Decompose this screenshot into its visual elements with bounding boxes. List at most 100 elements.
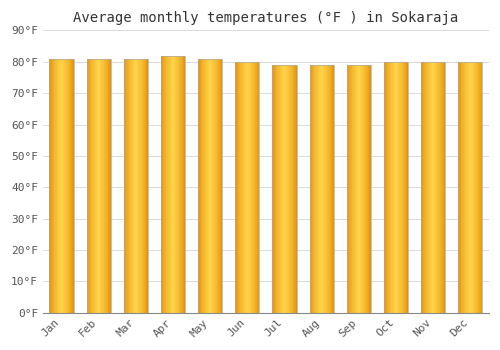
Bar (93, 59, 94, 313)
Bar (424, 62, 425, 313)
Bar (387, 62, 388, 313)
Bar (215, 59, 216, 313)
Bar (246, 62, 248, 313)
Bar (248, 62, 249, 313)
Bar (318, 65, 320, 313)
Bar (70, 59, 71, 313)
Bar (109, 59, 110, 313)
Bar (435, 62, 436, 313)
Bar (208, 59, 210, 313)
Bar (313, 65, 314, 313)
Bar (144, 59, 146, 313)
Bar (130, 59, 131, 313)
Bar (68, 59, 69, 313)
Bar (210, 59, 211, 313)
Bar (237, 62, 238, 313)
Bar (370, 65, 371, 313)
Bar (384, 62, 386, 313)
Bar (460, 62, 462, 313)
Bar (478, 62, 479, 313)
Bar (440, 62, 441, 313)
Bar (238, 62, 240, 313)
Bar (169, 56, 170, 313)
Bar (358, 65, 359, 313)
Bar (390, 62, 391, 313)
Bar (128, 59, 130, 313)
Bar (426, 62, 428, 313)
Bar (286, 65, 287, 313)
Bar (360, 65, 361, 313)
Bar (284, 65, 286, 313)
Bar (394, 62, 395, 313)
Bar (291, 65, 292, 313)
Bar (347, 65, 348, 313)
Bar (198, 59, 199, 313)
Bar (283, 65, 284, 313)
Bar (295, 65, 296, 313)
Bar (139, 59, 140, 313)
Bar (280, 65, 281, 313)
Bar (317, 65, 318, 313)
Bar (104, 59, 105, 313)
Bar (166, 56, 168, 313)
Bar (480, 62, 481, 313)
Bar (107, 59, 108, 313)
Bar (384, 62, 408, 313)
Bar (397, 62, 398, 313)
Bar (310, 65, 334, 313)
Bar (257, 62, 258, 313)
Bar (59, 59, 60, 313)
Bar (474, 62, 475, 313)
Bar (433, 62, 434, 313)
Bar (207, 59, 208, 313)
Bar (241, 62, 242, 313)
Bar (274, 65, 275, 313)
Bar (52, 59, 54, 313)
Bar (212, 59, 214, 313)
Bar (401, 62, 402, 313)
Bar (124, 59, 148, 313)
Bar (361, 65, 362, 313)
Bar (86, 59, 111, 313)
Bar (181, 56, 182, 313)
Bar (244, 62, 245, 313)
Bar (71, 59, 72, 313)
Bar (58, 59, 59, 313)
Bar (347, 65, 371, 313)
Bar (69, 59, 70, 313)
Bar (258, 62, 260, 313)
Bar (395, 62, 396, 313)
Bar (292, 65, 294, 313)
Bar (200, 59, 202, 313)
Bar (97, 59, 98, 313)
Bar (350, 65, 351, 313)
Bar (127, 59, 128, 313)
Bar (476, 62, 477, 313)
Bar (182, 56, 184, 313)
Bar (63, 59, 64, 313)
Bar (162, 56, 164, 313)
Bar (351, 65, 352, 313)
Bar (288, 65, 290, 313)
Bar (86, 59, 88, 313)
Bar (272, 65, 273, 313)
Bar (136, 59, 138, 313)
Bar (294, 65, 295, 313)
Bar (98, 59, 100, 313)
Bar (161, 56, 162, 313)
Bar (54, 59, 55, 313)
Bar (66, 59, 67, 313)
Bar (88, 59, 89, 313)
Bar (236, 62, 260, 313)
Bar (330, 65, 332, 313)
Bar (51, 59, 52, 313)
Bar (173, 56, 174, 313)
Bar (362, 65, 363, 313)
Bar (126, 59, 127, 313)
Bar (321, 65, 322, 313)
Bar (250, 62, 252, 313)
Bar (326, 65, 328, 313)
Bar (403, 62, 404, 313)
Bar (198, 59, 222, 313)
Bar (472, 62, 474, 313)
